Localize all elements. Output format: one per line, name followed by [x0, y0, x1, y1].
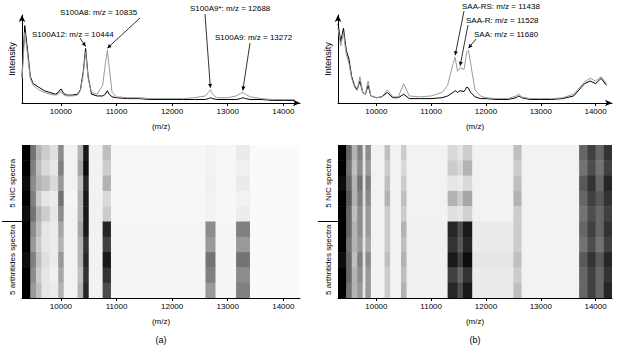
- svg-text:(b): (b): [470, 335, 481, 345]
- svg-text:12000: 12000: [161, 107, 184, 116]
- svg-text:14000: 14000: [272, 302, 295, 311]
- svg-text:11000: 11000: [106, 302, 128, 311]
- svg-text:(m/z): (m/z): [152, 317, 171, 326]
- svg-text:14000: 14000: [272, 107, 295, 116]
- svg-text:10000: 10000: [365, 107, 388, 116]
- svg-text:5 arthritides spectra: 5 arthritides spectra: [324, 224, 333, 295]
- svg-text:13000: 13000: [217, 107, 240, 116]
- svg-text:(a): (a): [156, 335, 167, 345]
- svg-text:(m/z): (m/z): [152, 122, 171, 131]
- svg-text:13000: 13000: [530, 302, 553, 311]
- svg-text:11000: 11000: [420, 302, 442, 311]
- svg-text:5 arthritides spectra: 5 arthritides spectra: [8, 224, 17, 295]
- svg-text:5 NIC spectra: 5 NIC spectra: [8, 158, 17, 207]
- svg-text:S100A9*: m/z = 12688: S100A9*: m/z = 12688: [190, 4, 271, 13]
- svg-text:10000: 10000: [50, 107, 73, 116]
- svg-text:12000: 12000: [475, 107, 498, 116]
- svg-text:S100A12: m/z = 10444: S100A12: m/z = 10444: [32, 30, 114, 39]
- svg-text:SAA-RS: m/z = 11438: SAA-RS: m/z = 11438: [462, 2, 540, 11]
- svg-text:14000: 14000: [584, 107, 607, 116]
- svg-text:10000: 10000: [50, 302, 73, 311]
- svg-text:12000: 12000: [475, 302, 498, 311]
- svg-text:SAA: m/z = 11680: SAA: m/z = 11680: [474, 30, 539, 39]
- svg-text:12000: 12000: [161, 302, 184, 311]
- svg-text:S100A8: m/z = 10835: S100A8: m/z = 10835: [60, 8, 138, 17]
- svg-text:Intensity: Intensity: [7, 42, 17, 76]
- svg-text:S100A9: m/z = 13272: S100A9: m/z = 13272: [215, 33, 293, 42]
- svg-text:(m/z): (m/z): [466, 122, 485, 131]
- svg-text:13000: 13000: [217, 302, 240, 311]
- svg-text:11000: 11000: [106, 107, 128, 116]
- svg-text:SAA-R: m/z = 11528: SAA-R: m/z = 11528: [466, 16, 539, 25]
- svg-text:(m/z): (m/z): [466, 317, 485, 326]
- svg-text:Intensity: Intensity: [323, 42, 333, 76]
- svg-text:14000: 14000: [584, 302, 607, 311]
- svg-text:13000: 13000: [530, 107, 553, 116]
- svg-text:10000: 10000: [365, 302, 388, 311]
- svg-text:5 NIC spectra: 5 NIC spectra: [324, 158, 333, 207]
- svg-text:11000: 11000: [420, 107, 442, 116]
